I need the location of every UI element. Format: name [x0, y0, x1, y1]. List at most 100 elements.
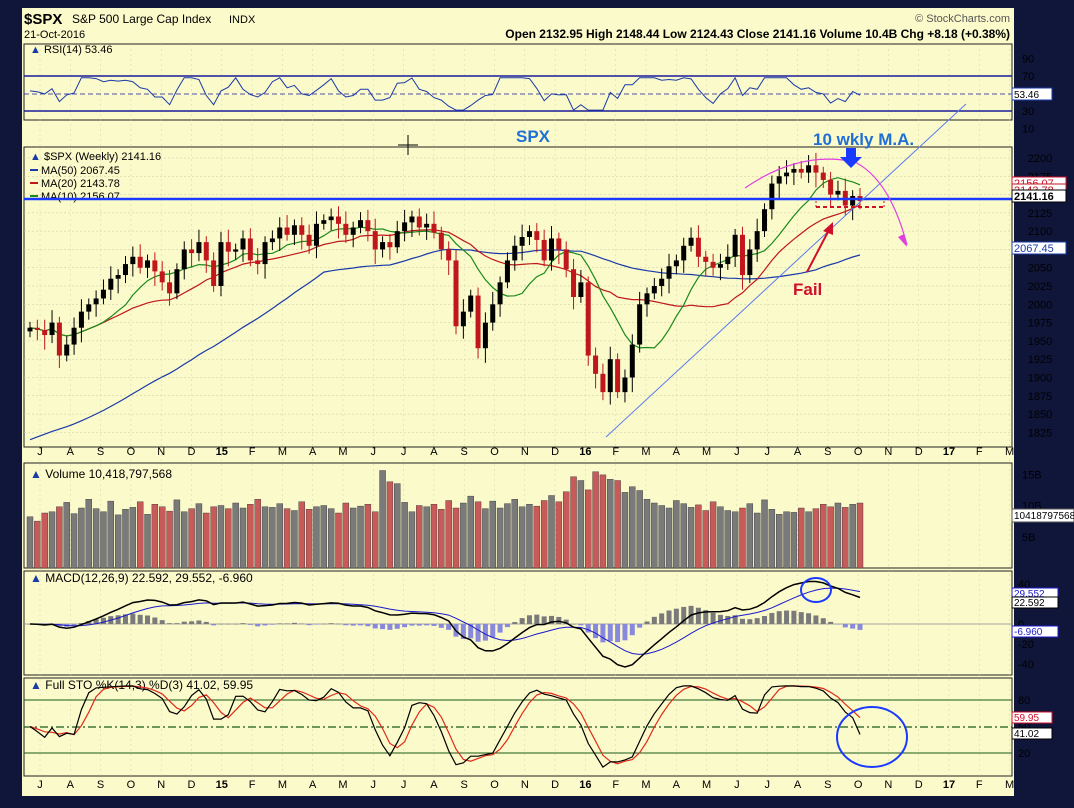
macd-hist-bar [460, 624, 466, 639]
macd-hist-bar [218, 623, 224, 625]
macd-hist-bar [791, 610, 797, 624]
price-bar [409, 210, 415, 237]
month-tick-0-11: J [371, 446, 377, 458]
month-tick-0-2: S [97, 446, 104, 458]
price-bar [644, 287, 650, 317]
price-bar [475, 287, 481, 359]
price-bar [130, 246, 136, 277]
volume-bar [540, 500, 548, 569]
macd-hist-bar [137, 614, 143, 624]
macd-hist-bar [717, 614, 723, 624]
price-bar [806, 155, 812, 183]
volume-bar [629, 486, 636, 569]
macd-hist-bar [850, 624, 856, 629]
macd-hist-bar [365, 624, 371, 627]
price-bar [137, 244, 143, 274]
macd-hist-bar [196, 620, 202, 624]
macd-hist-bar [526, 615, 532, 624]
volume-bar [474, 501, 482, 569]
price-bar [754, 218, 760, 262]
price-bar [277, 217, 283, 251]
exchange-label: INDX [229, 14, 256, 26]
price-bar [100, 279, 106, 305]
price-bar [446, 241, 452, 276]
volume-bar [849, 504, 856, 569]
month-tick-1-0: J [37, 779, 43, 791]
price-bar [784, 160, 790, 185]
macd-hist-bar [343, 624, 349, 626]
price-bar [468, 289, 474, 318]
volume-bar [232, 502, 239, 569]
volume-bar [386, 481, 394, 569]
volume-bar [680, 503, 687, 569]
volume-bar [372, 511, 379, 569]
month-tick-1-28: N [884, 779, 892, 791]
volume-bar [379, 470, 386, 569]
price-bar [49, 310, 55, 344]
ma-legend-item-1: MA(20) 2143.78 [41, 178, 120, 190]
volume-bar [585, 489, 592, 569]
macd-hist-bar [446, 624, 452, 630]
volume-bar [695, 504, 702, 569]
macd-hist-bar [100, 617, 106, 624]
macd-hist-bar [321, 623, 327, 625]
macd-hist-bar [277, 623, 283, 624]
month-tick-0-17: D [551, 446, 559, 458]
sto-tags: 59.95 41.02 [1011, 711, 1053, 740]
volume-bar [151, 504, 159, 569]
macd-hist-bar [431, 624, 437, 626]
macd-hist-bar [651, 616, 657, 624]
volume-bar [283, 508, 291, 569]
macd-hist-bar [820, 618, 826, 624]
volume-bar [445, 500, 452, 569]
price-bar [416, 208, 422, 236]
ma10-line [29, 177, 861, 349]
macd-hist-bar [497, 624, 503, 633]
price-bar [438, 226, 444, 260]
macd-hist-bar [666, 610, 672, 624]
macd-hist-bar [409, 624, 415, 626]
price-tick-8: 2000 [1028, 299, 1052, 311]
price-bar [167, 269, 173, 306]
macd-hist-bar [291, 622, 297, 624]
month-tick-1-23: J [734, 779, 740, 791]
macd-hist-bar [225, 623, 231, 625]
macd-hist-bar [203, 621, 209, 624]
volume-bar [599, 474, 607, 569]
price-bar [284, 215, 290, 241]
price-tick-6: 2050 [1028, 263, 1052, 275]
price-tick-0: 2200 [1028, 153, 1052, 165]
svg-text:53.46: 53.46 [1014, 90, 1039, 101]
macd-hist-bar [130, 613, 136, 624]
price-bar [534, 223, 540, 253]
volume-label: ▲ Volume 10,418,797,568 [30, 467, 172, 481]
volume-bar [41, 512, 48, 569]
watermark: © StockCharts.com [915, 13, 1010, 25]
price-bar [240, 230, 246, 262]
price-bar [659, 268, 665, 297]
macd-hist-bar [255, 624, 261, 627]
price-bar [255, 247, 261, 275]
price-bar [615, 353, 621, 398]
price-bar [607, 346, 613, 405]
price-bar [622, 369, 628, 403]
volume-bar [438, 509, 445, 569]
macd-hist-bar [813, 615, 819, 624]
macd-hist-bar [534, 614, 540, 624]
volume-bar [643, 499, 651, 569]
volume-bar [305, 509, 313, 569]
month-tick-0-16: N [521, 446, 529, 458]
volume-tick-0: 15B [1022, 469, 1042, 481]
macd-hist-bar [504, 624, 510, 628]
rsi-panel: ▲ RSI(14) 53.46 9070503010 53.46 [24, 44, 1053, 136]
month-tick-0-0: J [37, 446, 43, 458]
macd-hist-bar [438, 624, 444, 628]
volume-bar [63, 502, 70, 569]
macd-hist-bar [380, 624, 386, 630]
month-tick-0-22: M [702, 446, 711, 458]
volume-bar [210, 506, 217, 569]
volume-bar [291, 510, 298, 569]
volume-bar [254, 499, 261, 569]
